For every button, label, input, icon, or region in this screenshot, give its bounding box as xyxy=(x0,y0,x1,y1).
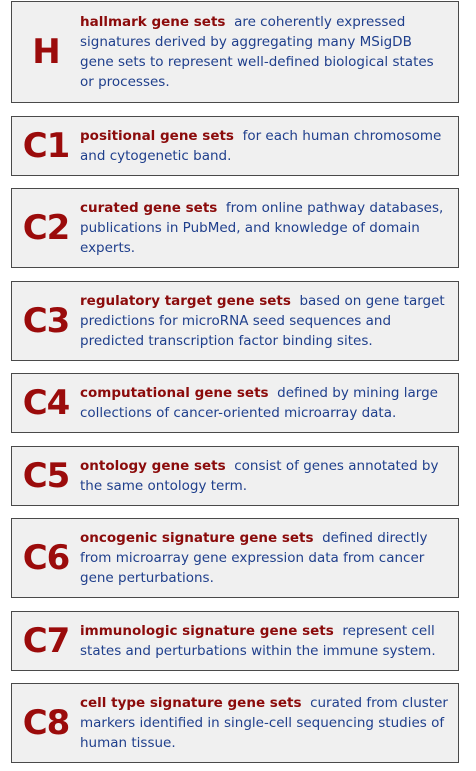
collection-card-c2[interactable]: C2 curated gene sets from online pathway… xyxy=(11,188,459,268)
collection-card-c6[interactable]: C6 oncogenic signature gene sets defined… xyxy=(11,518,459,598)
collection-description: hallmark gene sets are coherently expres… xyxy=(80,12,448,92)
collection-text: are coherently expressed signatures deri… xyxy=(80,14,434,90)
collection-text: defined directly from microarray gene ex… xyxy=(80,530,428,586)
collection-card-c5[interactable]: C5 ontology gene sets consist of genes a… xyxy=(11,446,459,506)
collection-code: C1 xyxy=(22,126,71,166)
collection-description: regulatory target gene sets based on gen… xyxy=(80,291,448,351)
collection-description: ontology gene sets consist of genes anno… xyxy=(80,456,448,496)
collection-card-c3[interactable]: C3 regulatory target gene sets based on … xyxy=(11,281,459,361)
collection-title-link[interactable]: positional gene sets xyxy=(80,128,234,144)
collection-code: C3 xyxy=(22,301,71,341)
collection-card-c1[interactable]: C1 positional gene sets for each human c… xyxy=(11,116,459,176)
collection-title-link[interactable]: computational gene sets xyxy=(80,385,269,401)
collection-text: curated from cluster markers identified … xyxy=(80,695,448,751)
collection-text: consist of genes annotated by the same o… xyxy=(80,458,439,494)
collection-text: represent cell states and perturbations … xyxy=(80,623,436,659)
collection-text: from online pathway databases, publicati… xyxy=(80,200,444,256)
collection-description: immunologic signature gene sets represen… xyxy=(80,621,448,661)
collection-description: computational gene sets defined by minin… xyxy=(80,383,448,423)
collection-title-link[interactable]: ontology gene sets xyxy=(80,458,226,474)
collection-text: based on gene target predictions for mic… xyxy=(80,293,445,349)
collection-card-c4[interactable]: C4 computational gene sets defined by mi… xyxy=(11,373,459,433)
collection-description: positional gene sets for each human chro… xyxy=(80,126,448,166)
collection-card-h[interactable]: H hallmark gene sets are coherently expr… xyxy=(11,1,459,103)
collection-code: C2 xyxy=(22,208,71,248)
collection-title-link[interactable]: cell type signature gene sets xyxy=(80,695,302,711)
collection-text: for each human chromosome and cytogeneti… xyxy=(80,128,442,164)
collection-description: curated gene sets from online pathway da… xyxy=(80,198,448,258)
collection-title-link[interactable]: oncogenic signature gene sets xyxy=(80,530,314,546)
collection-code: H xyxy=(32,32,60,72)
collection-card-c7[interactable]: C7 immunologic signature gene sets repre… xyxy=(11,611,459,671)
collection-title-link[interactable]: regulatory target gene sets xyxy=(80,293,291,309)
collection-title-link[interactable]: immunologic signature gene sets xyxy=(80,623,334,639)
collection-title-link[interactable]: curated gene sets xyxy=(80,200,218,216)
collection-card-c8[interactable]: C8 cell type signature gene sets curated… xyxy=(11,683,459,763)
collection-code: C6 xyxy=(22,538,71,578)
collection-code: C4 xyxy=(22,383,71,423)
collection-description: oncogenic signature gene sets defined di… xyxy=(80,528,448,588)
collection-code: C8 xyxy=(22,703,71,743)
collection-description: cell type signature gene sets curated fr… xyxy=(80,693,448,753)
collection-code: C7 xyxy=(22,621,71,661)
collection-text: defined by mining large collections of c… xyxy=(80,385,438,421)
collection-title-link[interactable]: hallmark gene sets xyxy=(80,14,226,30)
collection-code: C5 xyxy=(22,456,71,496)
